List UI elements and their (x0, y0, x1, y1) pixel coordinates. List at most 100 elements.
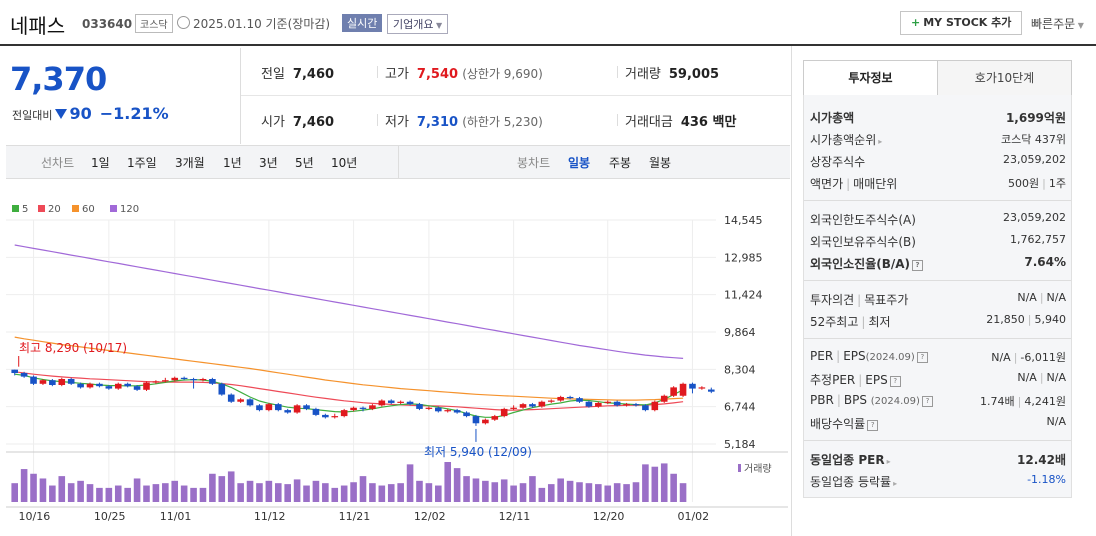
open-cell: 시가 7,460 (261, 115, 335, 130)
volume-bar (105, 487, 113, 502)
candle-body (67, 379, 75, 384)
x-tick-label: 10/25 (94, 510, 126, 523)
candle-body (604, 401, 612, 403)
tab-orderbook[interactable]: 호가10단계 (937, 60, 1072, 96)
candle-body (689, 383, 696, 389)
candle-body (11, 369, 19, 374)
volume-bar (86, 484, 94, 502)
volume-bar (416, 480, 423, 502)
period-10y[interactable]: 10년 (331, 156, 358, 170)
volume-bar (547, 484, 555, 502)
volume-bar (284, 484, 291, 502)
candle-body (416, 404, 423, 409)
candle-body (293, 405, 301, 413)
candle-body (387, 400, 395, 403)
market-cap-rank-row[interactable]: 시가총액순위 ▸ 코스닥 437위 (810, 133, 1066, 147)
candle-body (510, 407, 517, 409)
sector-rate-row[interactable]: 동일업종 등락률 ▸ -1.18% (810, 473, 1066, 489)
sector-per-row[interactable]: 동일업종 PER ▸ 12.42배 (810, 453, 1066, 467)
volume-legend-swatch (738, 464, 741, 472)
volume-bar (312, 480, 320, 502)
volume-bar (11, 483, 19, 502)
x-tick-label: 11/21 (339, 510, 371, 523)
quick-order-dropdown[interactable]: 빠른주문 ▼ (1031, 15, 1084, 32)
volume-bar (209, 473, 216, 502)
volume-bar (331, 487, 339, 502)
candle-body (58, 379, 66, 385)
market-cap-row: 시가총액 1,699억원 (810, 111, 1066, 125)
period-1d[interactable]: 1일 (91, 156, 110, 170)
candle-body (642, 405, 649, 411)
volume-bar (265, 480, 273, 502)
volume-bar (378, 485, 386, 502)
period-1y[interactable]: 1년 (223, 156, 242, 170)
volume-bar (679, 483, 687, 502)
down-triangle-icon (55, 109, 68, 119)
x-tick-label: 11/12 (254, 510, 286, 523)
period-1w[interactable]: 1주일 (127, 156, 157, 170)
volume-bar (566, 480, 574, 502)
add-mystock-button[interactable]: + MY STOCK 추가 (900, 11, 1023, 35)
period-3m[interactable]: 3개월 (175, 156, 205, 170)
candle-daily[interactable]: 일봉 (568, 156, 591, 170)
candle-body (500, 408, 508, 417)
candle-body (105, 386, 113, 389)
candle-body (529, 404, 536, 407)
candle-body (199, 379, 207, 381)
realtime-button[interactable]: 실시간 (342, 14, 383, 32)
candle-body (698, 387, 706, 389)
candle-body (378, 400, 386, 406)
volume-bar (124, 487, 131, 502)
volume-bar (387, 484, 395, 502)
max-annotation: 최고 8,290 (10/17) (19, 341, 127, 355)
volume-bar (256, 483, 263, 502)
period-3y[interactable]: 3년 (259, 156, 278, 170)
volume-bar (39, 478, 47, 502)
volume-cell: 거래량 59,005 (625, 67, 720, 82)
volume-bar (274, 483, 282, 502)
candle-body (557, 396, 564, 401)
x-tick-label: 10/16 (19, 510, 51, 523)
candle-monthly[interactable]: 월봉 (649, 156, 672, 170)
add-mystock-label: MY STOCK 추가 (923, 16, 1012, 29)
tab-invest-info[interactable]: 투자정보 (803, 60, 938, 95)
legend-swatch (72, 205, 79, 212)
candle-body (96, 383, 103, 387)
market-badge: 코스닥 (135, 14, 173, 33)
volume-bar (482, 480, 489, 502)
volume-bar (519, 483, 527, 502)
candle-body (265, 404, 273, 411)
candle-body (303, 405, 310, 409)
clock-icon (177, 16, 190, 29)
candle-body (679, 383, 687, 396)
price-change: 전일대비 90 −1.21% (12, 104, 169, 123)
candle-body (613, 401, 621, 406)
volume-bar (613, 483, 621, 502)
company-overview-dropdown[interactable]: 기업개요 ▼ (387, 14, 449, 34)
help-icon: ? (921, 396, 933, 407)
per-eps-row: PER | EPS(2024.09)? N/A | -6,011원 (810, 349, 1066, 364)
volume-bar (595, 484, 602, 502)
candle-body (171, 377, 179, 381)
candle-body (595, 402, 602, 407)
foreign-limit-row: 외국인한도주식수(A) 23,059,202 (810, 211, 1066, 227)
candle-body (133, 386, 141, 390)
x-tick-label: 11/01 (160, 510, 192, 523)
volume-legend-label: 거래량 (744, 463, 772, 475)
candle-body (39, 380, 47, 384)
plus-icon: + (911, 16, 921, 29)
volume-bar (77, 480, 84, 502)
candle-body (274, 404, 282, 411)
volume-bar (425, 483, 433, 502)
candle-body (453, 410, 461, 413)
y-tick-label: 8,304 (724, 363, 756, 376)
candle-body (585, 401, 593, 407)
candle-body (660, 395, 668, 402)
candle-body (651, 401, 659, 411)
legend-label: 5 (22, 204, 28, 215)
candle-weekly[interactable]: 주봉 (609, 156, 632, 170)
volume-bar (406, 464, 414, 502)
candle-body (444, 410, 452, 412)
diff-label: 전일대비 (12, 109, 53, 122)
period-5y[interactable]: 5년 (295, 156, 314, 170)
